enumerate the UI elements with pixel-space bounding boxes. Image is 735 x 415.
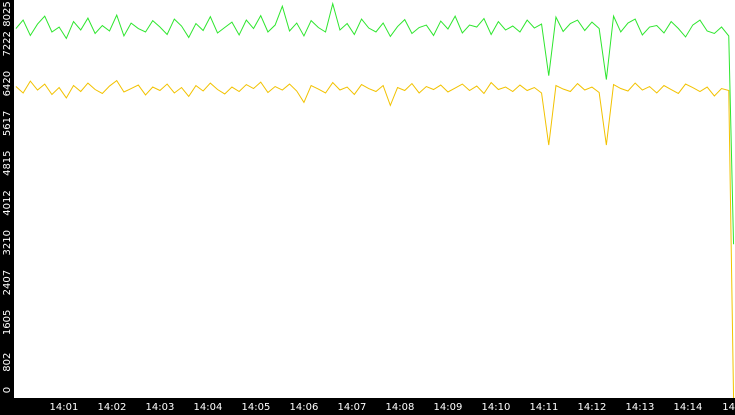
y-tick-label: 4815 [2, 150, 13, 175]
x-tick-label: 14:03 [146, 402, 175, 413]
x-tick-label: 14:11 [530, 402, 559, 413]
x-tick-label: 14:02 [98, 402, 127, 413]
x-tick-label: 14:12 [578, 402, 607, 413]
x-tick-label: 14:13 [626, 402, 655, 413]
x-tick-label: 14:04 [194, 402, 223, 413]
x-tick-label: 14:07 [338, 402, 367, 413]
x-tick-label: 14:09 [434, 402, 463, 413]
x-tick-label: 14:06 [290, 402, 319, 413]
y-tick-label: 6420 [2, 71, 13, 96]
x-tick-label: 14 [722, 402, 735, 413]
x-tick-label: 14:08 [386, 402, 415, 413]
y-tick-label: 5617 [2, 111, 13, 136]
y-tick-label: 3210 [2, 230, 13, 255]
y-tick-label: 7222 [2, 31, 13, 56]
y-tick-label: 1605 [2, 310, 13, 335]
x-tick-label: 14:10 [482, 402, 511, 413]
x-tick-label: 14:01 [50, 402, 79, 413]
y-tick-label: 4012 [2, 190, 13, 215]
y-tick-label: 0 [2, 387, 13, 393]
y-tick-label: 2407 [2, 270, 13, 295]
series-line [15, 1, 735, 245]
x-tick-label: 14:14 [674, 402, 703, 413]
x-axis-strip [0, 398, 735, 415]
y-tick-label: 8025 [2, 1, 13, 26]
y-axis-strip [0, 0, 14, 415]
series-line [15, 79, 735, 399]
x-tick-label: 14:05 [242, 402, 271, 413]
y-tick-label: 802 [2, 353, 13, 372]
